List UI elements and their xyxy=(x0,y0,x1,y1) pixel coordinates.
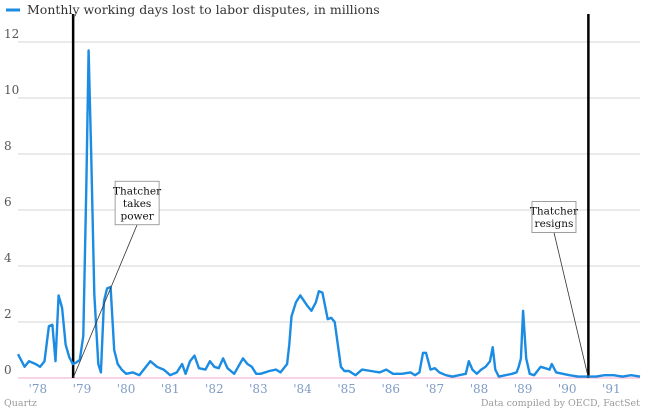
x-tick-label: '85 xyxy=(337,382,356,396)
y-tick-label: 2 xyxy=(4,307,12,321)
x-tick-label: '78 xyxy=(29,382,48,396)
x-tick-label: '81 xyxy=(161,382,180,396)
footer-credit: Data compiled by OECD, FactSet xyxy=(481,398,640,409)
x-tick-label: '84 xyxy=(293,382,312,396)
event-markers xyxy=(71,14,590,378)
x-tick-label: '80 xyxy=(117,382,136,396)
x-axis-ticks: '78 '79 '80 '81 '82 '83 '84 '85 '86 '87 '88 '89 '90 '… xyxy=(29,382,621,396)
annotation-leader xyxy=(72,224,138,379)
x-tick-label: '90 xyxy=(558,382,577,396)
y-axis-ticks: 0 2 4 6 8 10 12 xyxy=(4,27,19,377)
legend: Monthly working days lost to labor dispu… xyxy=(6,2,380,17)
x-tick-label: '86 xyxy=(381,382,400,396)
y-tick-label: 4 xyxy=(4,251,12,265)
x-tick-label: '91 xyxy=(602,382,621,396)
annotation-text: Thatcher xyxy=(530,206,579,218)
x-tick-label: '87 xyxy=(426,382,445,396)
annotation-text: resigns xyxy=(535,218,574,230)
annotation-text: takes xyxy=(123,198,151,210)
annotation-text: power xyxy=(120,210,154,222)
annotation-leader xyxy=(553,232,589,379)
x-tick-label: '88 xyxy=(470,382,489,396)
y-tick-label: 0 xyxy=(4,363,12,377)
x-tick-label: '83 xyxy=(249,382,268,396)
annotation-text: Thatcher xyxy=(113,185,162,197)
y-tick-label: 12 xyxy=(4,27,19,41)
legend-label: Monthly working days lost to labor dispu… xyxy=(27,2,380,17)
y-tick-label: 8 xyxy=(4,139,12,153)
y-tick-label: 6 xyxy=(4,195,12,209)
y-tick-label: 10 xyxy=(4,83,19,97)
x-tick-label: '89 xyxy=(514,382,533,396)
annotation-box xyxy=(531,201,577,233)
x-tick-label: '82 xyxy=(205,382,224,396)
annotation-box xyxy=(114,180,160,226)
footer-source-left: Quartz xyxy=(4,398,37,409)
x-tick-label: '79 xyxy=(73,382,92,396)
series-group xyxy=(16,49,641,378)
series-line xyxy=(16,49,641,378)
